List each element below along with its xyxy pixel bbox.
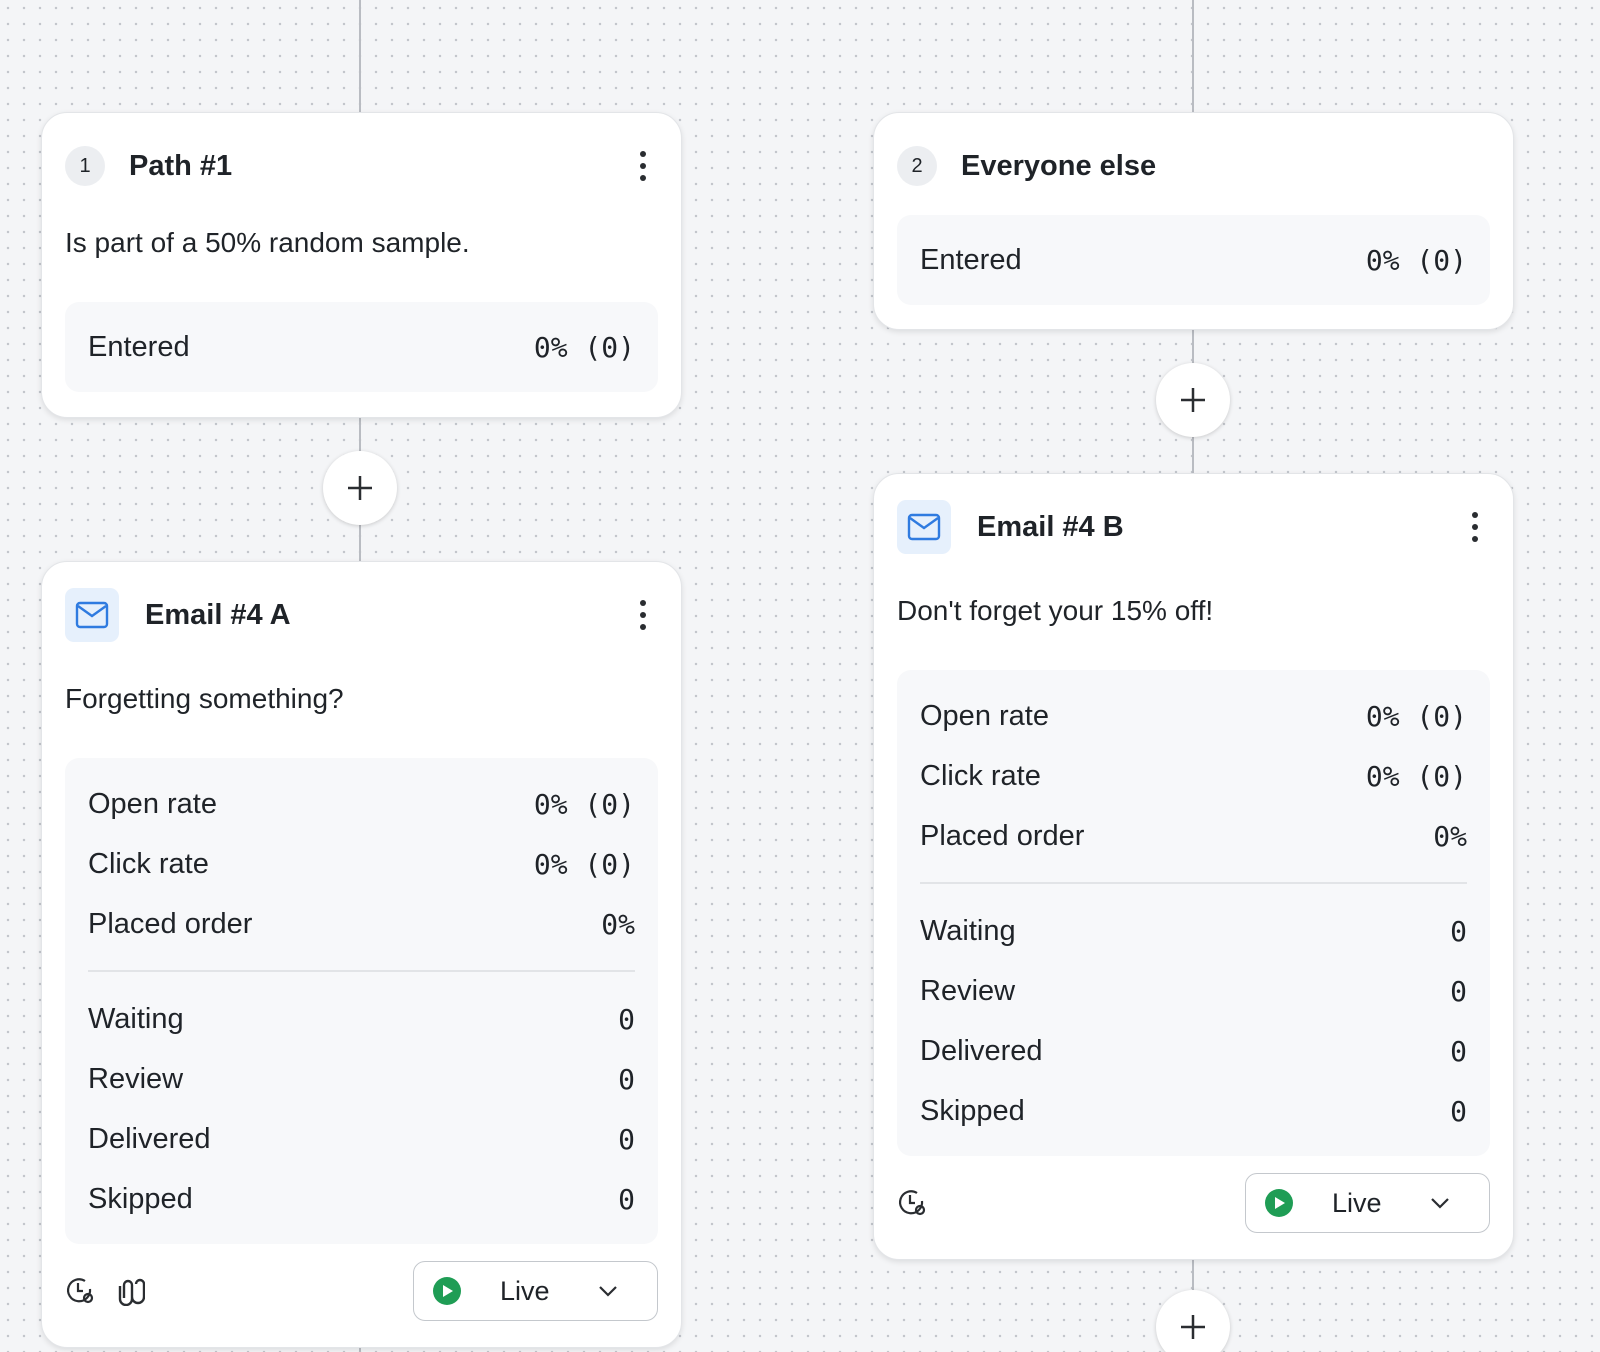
path-title: Path #1 (129, 149, 233, 182)
stat-value: 0 (1450, 974, 1467, 1008)
email-card[interactable]: Email #4 B Don't forget your 15% off! Op… (873, 473, 1514, 1260)
path-description: Is part of a 50% random sample. (65, 227, 470, 258)
stat-label: Review (920, 974, 1016, 1007)
live-icon (1265, 1189, 1293, 1217)
menu-button[interactable] (628, 600, 658, 630)
menu-button[interactable] (628, 151, 658, 181)
card-footer: Live (897, 1173, 1490, 1233)
email-icon-box (897, 500, 951, 554)
plus-icon (1181, 1315, 1205, 1339)
attachment-icon[interactable] (115, 1276, 145, 1306)
stat-label: Placed order (920, 819, 1085, 852)
stat-value: 0% (0) (533, 787, 635, 821)
connector (1192, 0, 1194, 112)
email-title: Email #4 A (145, 598, 291, 631)
path-card[interactable]: 2 Everyone else Entered 0% (0) (873, 112, 1514, 330)
connector (359, 0, 361, 112)
stat-label: Waiting (88, 1002, 184, 1035)
status-label: Live (1332, 1187, 1382, 1218)
stat-label: Skipped (88, 1182, 193, 1215)
divider (920, 882, 1467, 884)
connector (359, 1345, 361, 1352)
stat-label: Open rate (920, 699, 1049, 732)
status-dropdown[interactable]: Live (1245, 1173, 1490, 1233)
path-number: 2 (897, 146, 937, 186)
stat-value: 0 (618, 1182, 635, 1216)
add-step-button[interactable] (323, 451, 397, 525)
stats-box: Entered 0% (0) (65, 302, 658, 392)
status-dropdown[interactable]: Live (413, 1261, 658, 1321)
stat-value: 0 (1450, 1094, 1467, 1128)
stat-label: Click rate (920, 759, 1041, 792)
stat-value: 0 (618, 1002, 635, 1036)
add-step-button[interactable] (1156, 363, 1230, 437)
add-step-button[interactable] (1156, 1290, 1230, 1352)
stat-label: Delivered (920, 1034, 1043, 1067)
live-icon (433, 1277, 461, 1305)
menu-button[interactable] (1460, 512, 1490, 542)
stat-value: 0 (618, 1062, 635, 1096)
schedule-icon[interactable] (897, 1188, 927, 1218)
plus-icon (348, 476, 372, 500)
stat-value: 0% (0) (533, 330, 635, 364)
status-label: Live (500, 1275, 550, 1306)
plus-icon (1181, 388, 1205, 412)
stat-label: Delivered (88, 1122, 211, 1155)
email-icon (75, 601, 109, 629)
schedule-icon[interactable] (65, 1276, 95, 1306)
chevron-icon (599, 1286, 617, 1297)
stat-label: Skipped (920, 1094, 1025, 1127)
stat-label: Click rate (88, 847, 209, 880)
stat-label: Review (88, 1062, 184, 1095)
chevron-icon (1431, 1198, 1449, 1209)
email-subject: Forgetting something? (65, 683, 344, 714)
stat-label: Entered (88, 330, 190, 363)
stat-value: 0 (1450, 1034, 1467, 1068)
email-icon (907, 513, 941, 541)
email-subject: Don't forget your 15% off! (897, 595, 1214, 626)
stat-value: 0% (0) (1365, 243, 1467, 277)
stat-value: 0 (1450, 914, 1467, 948)
stat-value: 0% (1433, 819, 1467, 853)
path-card[interactable]: 1 Path #1 Is part of a 50% random sample.… (41, 112, 682, 418)
stat-value: 0% (0) (1365, 699, 1467, 733)
stat-label: Open rate (88, 787, 217, 820)
email-card[interactable]: Email #4 A Forgetting something? Open ra… (41, 561, 682, 1348)
stats-box: Entered 0% (0) (897, 215, 1490, 305)
divider (88, 970, 635, 972)
stat-value: 0% (0) (533, 847, 635, 881)
stat-label: Waiting (920, 914, 1016, 947)
path-number: 1 (65, 146, 105, 186)
stat-label: Placed order (88, 907, 253, 940)
card-footer: Live (65, 1261, 658, 1321)
email-icon-box (65, 588, 119, 642)
stats-box: Open rate 0% (0) Click rate 0% (0) Placed or… (897, 670, 1490, 1156)
stat-value: 0 (618, 1122, 635, 1156)
stat-label: Entered (920, 243, 1022, 276)
email-title: Email #4 B (977, 510, 1124, 543)
stat-value: 0% (0) (1365, 759, 1467, 793)
stats-box: Open rate 0% (0) Click rate 0% (0) Placed or… (65, 758, 658, 1244)
stat-value: 0% (601, 907, 635, 941)
path-title: Everyone else (961, 149, 1157, 182)
